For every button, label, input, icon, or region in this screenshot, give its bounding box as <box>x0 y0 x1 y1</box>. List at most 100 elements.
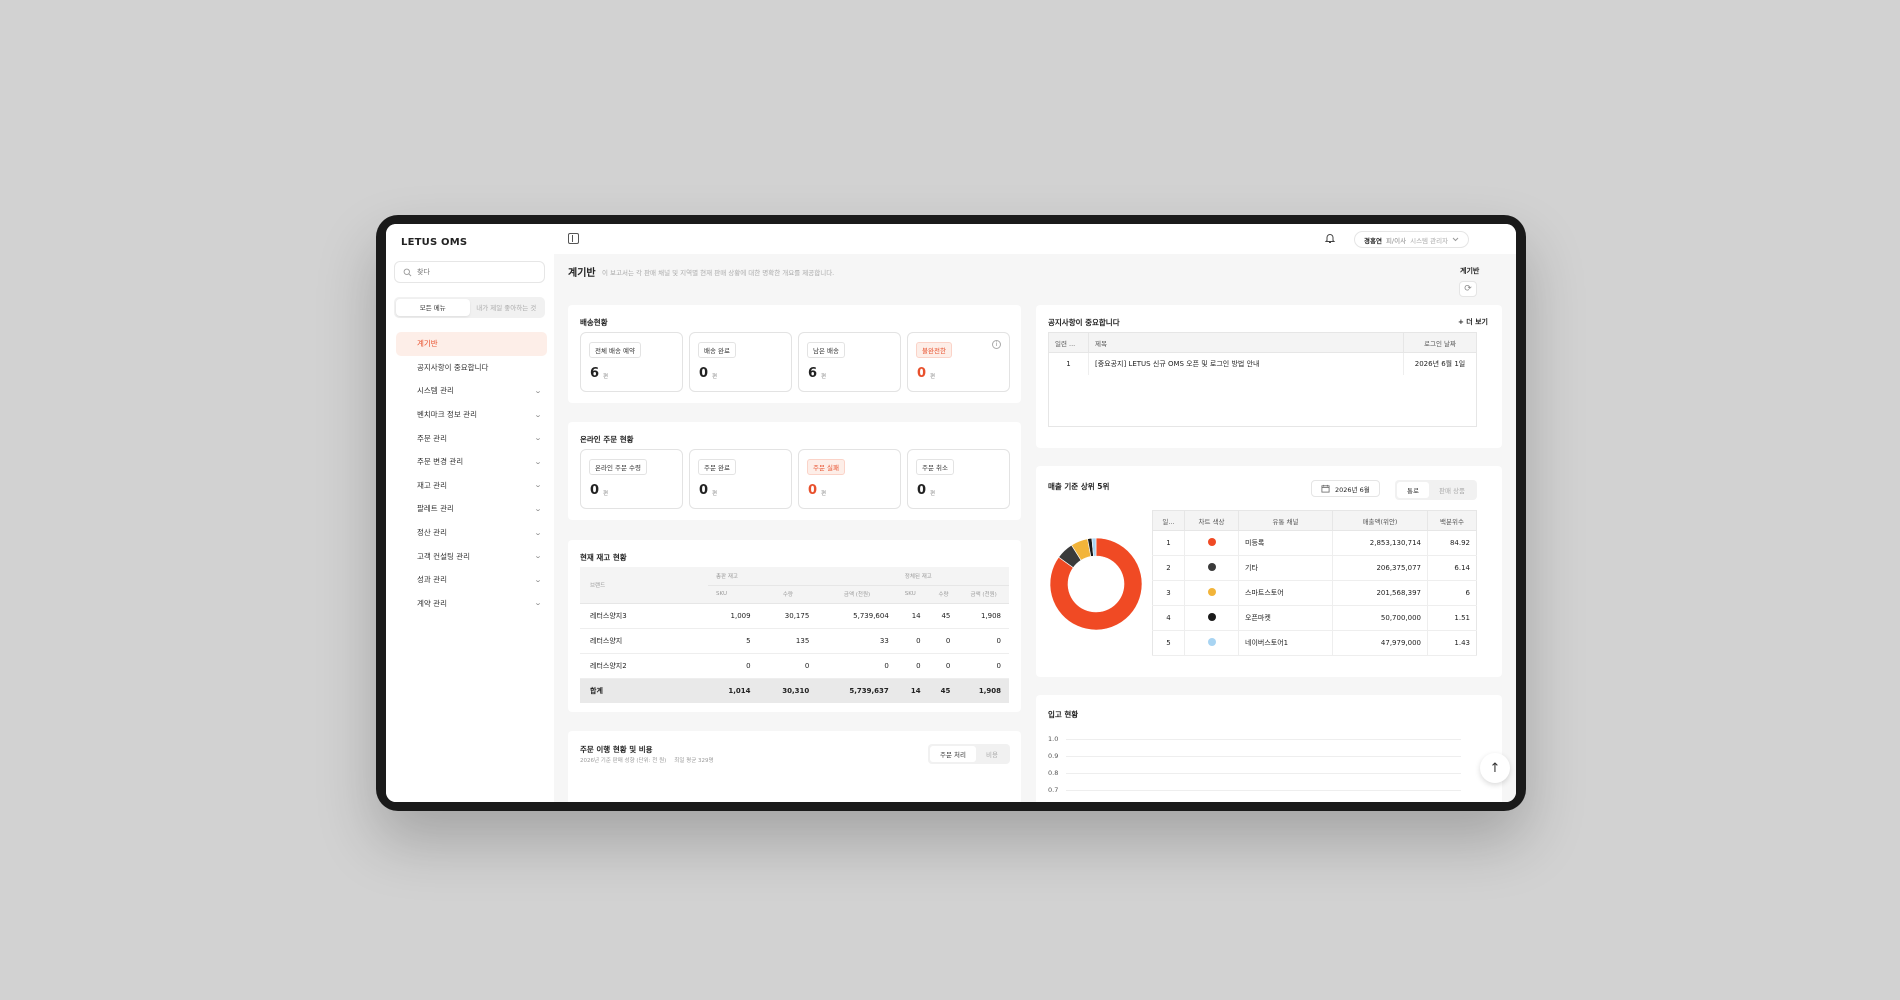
order-trend-subtitle: 2026년 기준 판매 성향 (단위: 천 원) <box>580 758 667 764</box>
inventory-cell: 45 <box>928 678 959 703</box>
sales-color-cell <box>1184 555 1239 581</box>
sales-color-cell <box>1184 530 1239 556</box>
chevron-down-icon[interactable]: ⌄ <box>533 599 543 608</box>
tab-cost[interactable]: 비용 <box>986 751 998 759</box>
brand-logo[interactable]: LETUS OMS <box>401 237 468 248</box>
inventory-cell: 33 <box>817 628 897 654</box>
sidebar-item-gear[interactable]: 시스템 관리 ⌄ <box>396 379 547 403</box>
online-orders-title: 온라인 주문 현황 <box>580 435 634 444</box>
sidebar-search[interactable] <box>394 261 545 283</box>
sidebar-item-document[interactable]: 계약 관리 ⌄ <box>396 592 547 616</box>
tab-favorites[interactable]: 내가 제일 좋아하는 것 <box>476 303 537 312</box>
chevron-down-icon[interactable]: ⌄ <box>533 434 543 443</box>
stat-value: 0 <box>808 483 818 498</box>
month-picker[interactable]: 2026년 6월 <box>1311 480 1380 497</box>
sidebar-item-layers[interactable]: 팔레트 관리 ⌄ <box>396 497 547 521</box>
info-icon[interactable]: i <box>992 340 1001 349</box>
inventory-cell: 45 <box>928 603 959 629</box>
inventory-subheader: SKU <box>708 585 759 604</box>
stat-unit: 편 <box>821 491 827 497</box>
donut-slice-5[interactable] <box>1091 537 1097 557</box>
page-title: 계기반 <box>568 268 596 279</box>
inventory-cell: 30,310 <box>758 678 818 703</box>
inventory-cell: 0 <box>928 628 959 654</box>
sidebar-item-megaphone[interactable]: 공지사항이 중요합니다 <box>396 356 547 380</box>
sidebar-item-label: 계기반 <box>417 339 438 349</box>
sidebar-search-input[interactable] <box>417 268 527 276</box>
inventory-cell: 5,739,637 <box>817 678 897 703</box>
sales-rank: 3 <box>1152 580 1185 606</box>
sidebar-item-cart[interactable]: 주문 관리 ⌄ <box>396 426 547 450</box>
inventory-cell: 1,908 <box>958 678 1009 703</box>
chevron-down-icon[interactable]: ⌄ <box>533 481 543 490</box>
tab-products[interactable]: 판매 상품 <box>1438 487 1465 495</box>
sales-rank: 2 <box>1152 555 1185 581</box>
sales-header-amount: 매출액(위안) <box>1332 510 1428 531</box>
stat-unit: 편 <box>712 374 718 380</box>
y-tick-label: 0.8 <box>1048 769 1059 777</box>
sidebar-item-calculator[interactable]: 정산 관리 ⌄ <box>396 521 547 545</box>
stat-card[interactable]: 배송 완료 0 편 <box>689 332 792 392</box>
chevron-down-icon[interactable]: ⌄ <box>533 552 543 561</box>
stat-card[interactable]: 남은 배송 6 편 <box>798 332 901 392</box>
chevron-down-icon[interactable]: ⌄ <box>533 528 543 537</box>
chevron-down-icon[interactable]: ⌄ <box>533 575 543 584</box>
sales-color-cell <box>1184 605 1239 631</box>
sales-channel: 네이버스토어1 <box>1238 630 1333 656</box>
table-row: 레터스양지 5 135 33 0 0 0 <box>580 628 1009 654</box>
inventory-cell: 0 <box>896 628 929 654</box>
color-dot <box>1207 538 1216 546</box>
stat-card[interactable]: 주문 취소 0 편 <box>907 449 1010 509</box>
stat-card[interactable]: 전체 배송 예약 6 편 <box>580 332 683 392</box>
donut-slice-1[interactable] <box>1049 537 1143 631</box>
chevron-down-icon[interactable]: ⌄ <box>533 386 543 395</box>
sidebar-item-label: 재고 관리 <box>417 480 447 490</box>
sidebar-item-folder[interactable]: 벤치마크 정보 관리 ⌄ <box>396 403 547 427</box>
stat-unit: 편 <box>712 491 718 497</box>
table-row[interactable]: 2 기타 206,375,077 6.14 <box>1152 555 1477 581</box>
table-row[interactable]: 4 오픈마켓 50,700,000 1.51 <box>1152 605 1477 631</box>
table-row[interactable]: 5 네이버스토어1 47,979,000 1.43 <box>1152 630 1477 656</box>
chevron-down-icon[interactable]: ⌄ <box>533 410 543 419</box>
user-menu[interactable]: 경홍연 피/이사 시스템 관리자 <box>1354 231 1470 248</box>
inbound-card: 입고 현황 1.0 0.9 0.8 0.7 <box>1036 695 1502 802</box>
tab-all-menus[interactable]: 모든 메뉴 <box>396 299 470 316</box>
sidebar-item-dashboard[interactable]: 계기반 <box>396 332 547 356</box>
corner-title: 계기반 <box>1460 267 1480 275</box>
sales-channel: 미등록 <box>1238 530 1333 556</box>
refresh-button[interactable]: ⟳ <box>1459 281 1477 297</box>
table-row[interactable]: 3 스마트스토어 201,568,397 6 <box>1152 580 1477 606</box>
megaphone-icon <box>401 363 410 372</box>
scroll-to-top-button[interactable]: ↑ <box>1480 753 1510 783</box>
chevron-down-icon[interactable]: ⌄ <box>533 457 543 466</box>
sales-amount: 201,568,397 <box>1332 580 1428 606</box>
y-tick-label: 1.0 <box>1048 735 1059 743</box>
sidebar-toggle-icon[interactable] <box>568 233 579 244</box>
sidebar-item-label: 시스템 관리 <box>417 386 454 396</box>
stat-card[interactable]: 온라인 주문 수령 0 편 <box>580 449 683 509</box>
sidebar-item-chat[interactable]: 고객 컨설팅 관리 ⌄ <box>396 544 547 568</box>
stat-unit: 편 <box>930 491 936 497</box>
shipping-stats: 전체 배송 예약 6 편 배송 완료 0 편 남은 배송 6 편 불완전한 0 편 i <box>580 332 1010 392</box>
tab-order-processing[interactable]: 주문 처리 <box>930 746 976 762</box>
stat-card[interactable]: 주문 실패 0 편 <box>798 449 901 509</box>
inventory-subheader: 금액 (천원) <box>817 585 897 604</box>
tab-channel[interactable]: 통로 <box>1397 482 1429 498</box>
stat-label: 불완전한 <box>916 342 952 358</box>
sidebar-item-bar-chart[interactable]: 성과 관리 ⌄ <box>396 568 547 592</box>
gridline <box>1066 739 1461 740</box>
stat-card[interactable]: 주문 완료 0 편 <box>689 449 792 509</box>
sidebar-item-label: 고객 컨설팅 관리 <box>417 551 471 561</box>
inventory-cell: 0 <box>958 653 1009 679</box>
notice-row[interactable]: 1 [중요공지] LETUS 신규 OMS 오픈 및 로그인 방법 안내 2026년… <box>1048 352 1477 375</box>
notice-title[interactable]: [중요공지] LETUS 신규 OMS 오픈 및 로그인 방법 안내 <box>1088 352 1404 375</box>
chevron-down-icon[interactable]: ⌄ <box>533 504 543 513</box>
table-row[interactable]: 1 미등록 2,853,130,714 84.92 <box>1152 530 1477 556</box>
bell-icon[interactable] <box>1324 232 1336 244</box>
sidebar-item-boxes[interactable]: 재고 관리 ⌄ <box>396 474 547 498</box>
order-trend-subtitle-extra: 최일 평균 329명 <box>674 758 714 764</box>
notices-more-link[interactable]: + 더 보기 <box>1457 318 1488 326</box>
top-sales-tabs: 통로 판매 상품 <box>1395 480 1477 500</box>
stat-card[interactable]: 불완전한 0 편 i <box>907 332 1010 392</box>
sidebar-item-refresh[interactable]: 주문 변경 관리 ⌄ <box>396 450 547 474</box>
